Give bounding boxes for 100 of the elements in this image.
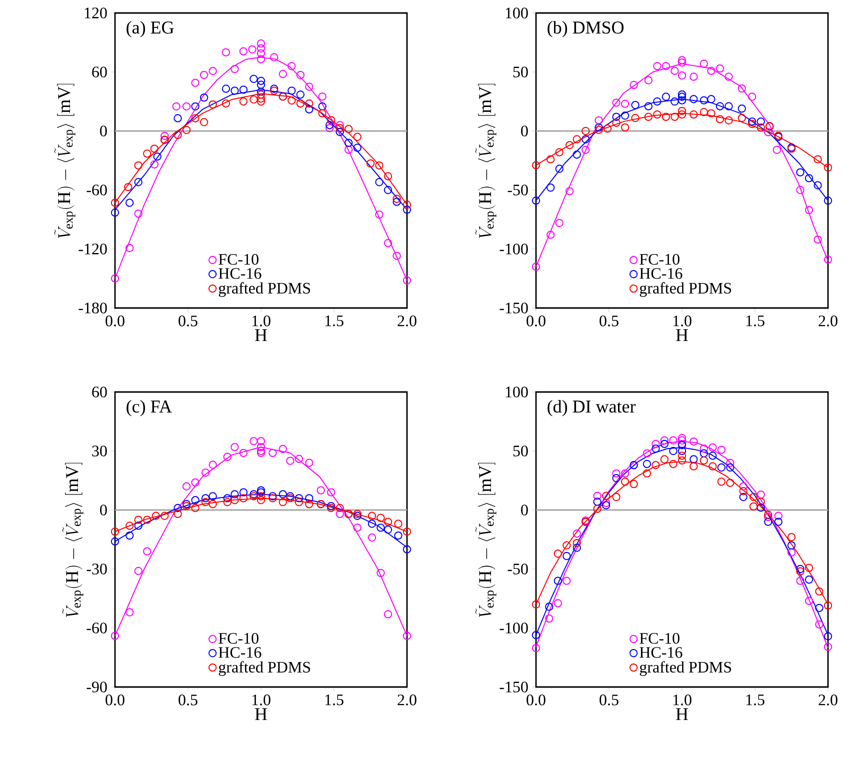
point: [708, 452, 717, 460]
point: [326, 120, 334, 130]
point: [796, 564, 804, 574]
point: [394, 531, 402, 540]
point: [700, 60, 708, 68]
point: [250, 95, 258, 104]
legend-label: grafted PDMS: [640, 661, 732, 676]
x-tick-label: 1.0: [673, 316, 692, 326]
point: [200, 70, 208, 80]
point: [602, 498, 610, 508]
point: [296, 99, 305, 108]
point: [174, 510, 182, 518]
point: [191, 78, 200, 87]
y-tick-label: 60: [92, 386, 107, 398]
point: [804, 564, 814, 572]
point: [294, 454, 304, 463]
x-tick-label: 0.5: [178, 694, 198, 706]
point: [368, 512, 376, 520]
point: [270, 53, 278, 62]
y-tick-label: -120: [78, 244, 107, 254]
point: [764, 518, 772, 526]
legend-label: FC-10: [218, 632, 258, 644]
point: [256, 496, 266, 504]
point: [239, 488, 248, 496]
point: [678, 106, 686, 116]
point: [134, 516, 142, 524]
point: [749, 502, 758, 511]
point: [593, 504, 602, 513]
point: [174, 504, 182, 512]
x-tick-label: 0.0: [106, 694, 124, 706]
point: [201, 494, 210, 502]
point: [256, 488, 266, 496]
point: [286, 456, 294, 465]
point: [305, 500, 314, 508]
point: [602, 501, 610, 510]
point: [545, 614, 554, 623]
point: [716, 115, 724, 124]
point: [256, 442, 266, 452]
point: [756, 504, 765, 512]
point: [353, 144, 362, 152]
point: [738, 114, 746, 122]
point: [546, 155, 555, 164]
point: [669, 460, 678, 468]
point: [318, 109, 326, 118]
point: [814, 235, 822, 244]
point: [344, 138, 353, 147]
point: [582, 135, 590, 144]
point: [402, 545, 412, 554]
point: [554, 550, 562, 558]
y-tick-label: 120: [84, 8, 107, 18]
point: [804, 174, 814, 182]
legend-label: grafted PDMS: [218, 282, 310, 297]
point: [756, 117, 765, 126]
point: [738, 84, 746, 93]
point: [239, 97, 248, 106]
point: [572, 135, 581, 144]
point: [748, 92, 756, 101]
point: [631, 114, 640, 122]
point: [336, 510, 344, 518]
point: [787, 533, 796, 542]
point: [716, 102, 724, 110]
point: [392, 252, 401, 260]
legend-label: FC-10: [640, 254, 680, 265]
legend-label: HC-16: [218, 268, 262, 279]
point: [814, 181, 822, 190]
x-tick-label: 0.0: [526, 316, 546, 326]
point: [603, 124, 612, 133]
point: [353, 524, 362, 532]
point: [631, 100, 640, 110]
point: [824, 196, 832, 205]
chart-title: (b) DMSO: [548, 20, 624, 38]
point: [375, 178, 384, 186]
point: [256, 49, 266, 58]
point: [230, 442, 239, 452]
point: [153, 152, 162, 161]
point: [223, 452, 232, 461]
point: [172, 102, 180, 111]
point: [288, 62, 296, 70]
point: [532, 600, 540, 608]
point: [201, 498, 210, 506]
legend-label: HC-16: [640, 647, 682, 658]
point: [787, 541, 796, 550]
point: [669, 436, 678, 444]
point: [384, 238, 392, 248]
point: [256, 446, 266, 456]
point: [402, 200, 412, 209]
point: [708, 462, 717, 470]
point: [110, 632, 120, 640]
point: [256, 76, 266, 85]
point: [376, 568, 385, 578]
x-tick-label: 1.0: [252, 694, 270, 706]
point: [678, 56, 686, 64]
point: [256, 44, 266, 52]
point: [201, 468, 210, 477]
point: [726, 478, 734, 487]
point: [670, 112, 679, 121]
point: [239, 494, 248, 502]
x-tick-label: 1.5: [325, 694, 344, 706]
point: [392, 194, 401, 203]
y-tick-label: 0: [100, 504, 107, 516]
